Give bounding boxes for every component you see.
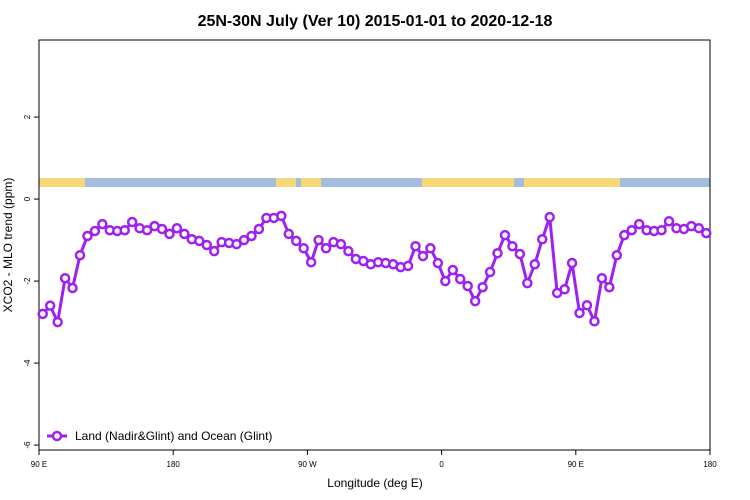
data-point	[626, 224, 637, 236]
data-point	[67, 282, 78, 294]
data-point	[335, 238, 347, 250]
data-point	[604, 281, 615, 293]
data-point	[320, 243, 332, 254]
data-point	[89, 225, 101, 237]
y-tick-label: 2	[23, 114, 32, 119]
data-point	[462, 280, 473, 292]
data-point	[469, 295, 481, 307]
data-point	[179, 228, 190, 240]
data-point	[499, 229, 511, 241]
data-point	[447, 264, 459, 276]
y-tick-label: -6	[23, 441, 32, 449]
data-point	[566, 257, 578, 269]
data-point	[589, 316, 600, 327]
data-point	[477, 281, 488, 293]
data-point	[432, 257, 444, 269]
data-point	[522, 277, 533, 289]
legend-marker	[51, 430, 63, 442]
data-point	[276, 210, 287, 222]
data-point	[514, 248, 526, 260]
data-point	[238, 234, 250, 246]
data-point	[171, 222, 183, 234]
data-point	[52, 316, 63, 328]
x-tick-label: 90 E	[568, 460, 584, 469]
data-point	[529, 259, 541, 270]
data-point	[141, 224, 153, 236]
data-point	[119, 224, 130, 236]
data-point	[663, 215, 675, 227]
data-point	[454, 273, 466, 285]
data-point	[97, 218, 108, 230]
y-tick-label: -2	[23, 277, 32, 285]
data-point	[305, 256, 317, 268]
data-point	[402, 260, 414, 272]
data-point	[410, 240, 421, 252]
data-point	[492, 247, 503, 259]
y-tick-label: -4	[23, 359, 32, 367]
data-point	[74, 250, 86, 261]
x-tick-label: 90 E	[31, 460, 47, 469]
data-point	[283, 228, 295, 240]
data-point	[440, 275, 451, 287]
data-point	[290, 235, 302, 247]
data-point	[559, 284, 570, 295]
data-point	[313, 234, 324, 246]
data-point	[44, 300, 56, 311]
data-point	[656, 224, 667, 236]
data-point	[484, 266, 496, 278]
x-tick-label: 180	[167, 460, 181, 469]
data-point	[37, 308, 48, 320]
data-point	[246, 230, 257, 242]
y-tick-label: 0	[23, 196, 32, 201]
data-point	[156, 223, 168, 235]
x-tick-label: 90 W	[298, 460, 317, 469]
data-point	[343, 245, 354, 257]
data-point	[544, 211, 555, 223]
data-point	[611, 250, 623, 261]
y-axis-label: XCO2 - MLO trend (ppm)	[1, 178, 15, 313]
data-point	[208, 245, 220, 257]
data-point	[596, 272, 608, 284]
data-point	[298, 243, 309, 254]
data-point	[82, 230, 93, 242]
data-point	[194, 235, 205, 247]
data-point	[633, 218, 645, 230]
data-point	[619, 229, 630, 241]
data-point	[231, 238, 242, 250]
x-tick-label: 180	[703, 460, 717, 469]
data-point	[507, 240, 518, 252]
data-point	[581, 300, 593, 311]
data-point	[425, 243, 436, 254]
land-ocean-strip	[39, 178, 710, 187]
chart-title: 25N-30N July (Ver 10) 2015-01-01 to 2020…	[198, 13, 553, 30]
data-point	[574, 307, 585, 319]
plot-frame	[38, 39, 711, 451]
data-point	[126, 216, 138, 228]
data-point	[164, 228, 175, 240]
data-point	[417, 250, 429, 262]
x-tick-label: 0	[439, 460, 444, 469]
data-point	[253, 223, 265, 235]
legend-label: Land (Nadir&Glint) and Ocean (Glint)	[75, 429, 272, 443]
x-axis-label: Longitude (deg E)	[327, 476, 422, 490]
data-point	[59, 272, 71, 284]
data-point	[201, 239, 212, 251]
data-point	[701, 227, 712, 239]
data-point	[693, 222, 705, 234]
data-point	[537, 234, 548, 245]
